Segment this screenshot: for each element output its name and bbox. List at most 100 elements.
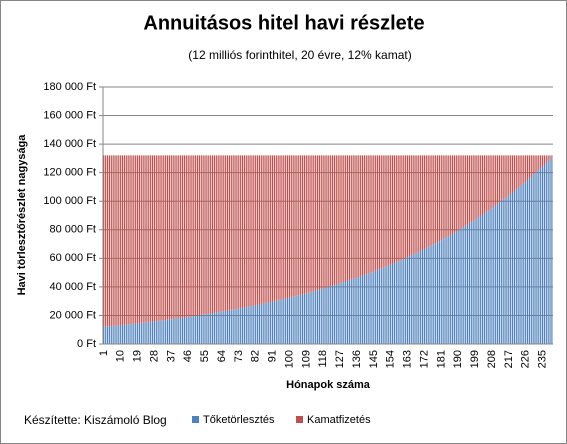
y-tick-label: 180 000 Ft [43,81,96,93]
bar-segment [403,258,405,344]
bar-segment [219,155,221,312]
legend-label: Tőketörlesztés [203,414,275,426]
bar-segment [461,228,463,344]
bar-segment [408,155,410,257]
bar-segment [277,300,279,344]
bar-segment [253,155,255,306]
bar-segment [397,155,399,262]
bar-segment [335,155,337,285]
x-tick-label: 28 [148,350,160,362]
bar-segment [219,311,221,344]
bar-segment [131,323,133,344]
x-axis-title: Hónapok száma [286,379,371,391]
bar-segment [251,155,253,307]
bar-segment [478,155,480,218]
bar-segment [273,155,275,302]
bar-segment [496,155,499,205]
bar-segment [318,155,320,290]
bar-segment [157,320,159,344]
bar-segment [268,302,270,344]
bar-segment [380,268,382,344]
legend-swatch [192,416,199,423]
bar-segment [271,155,274,302]
bar-segment [313,291,315,344]
bar-segment [384,155,386,267]
bar-segment [114,325,116,344]
bar-segment [530,155,532,177]
bar-segment [371,272,373,344]
bar-segment [311,155,313,292]
x-tick-label: 172 [418,350,430,368]
bar-segment [481,155,484,215]
bar-segment [485,155,487,213]
bar-segment [528,178,530,344]
bar-segment [521,184,523,344]
bar-segment [206,155,208,315]
bar-segment [253,305,255,344]
bar-segment [153,155,155,322]
bar-segment [247,155,249,307]
bar-segment [528,155,530,179]
bar-segment [243,155,245,308]
bar-segment [459,229,461,344]
bar-segment [346,155,349,281]
bar-segment [485,212,487,344]
bar-segment [459,155,461,230]
y-tick-label: 60 000 Ft [50,252,96,264]
bar-segment [474,155,476,220]
bar-segment [358,155,360,278]
bar-segment [328,286,330,344]
bar-segment [399,260,401,344]
bar-segment [185,155,187,318]
bar-segment [358,277,360,344]
bar-segment [271,301,274,344]
bar-segment [427,155,429,248]
bar-segment [225,310,227,344]
bar-segment [144,155,146,323]
bar-segment [496,204,499,344]
bar-segment [178,155,180,319]
bar-segment [283,155,285,300]
bar-segment [217,155,219,313]
bar-segment [174,155,176,319]
bar-segment [401,155,403,260]
bar-segment [249,155,251,307]
bar-segment [502,155,504,200]
bar-segment [523,155,525,184]
bar-segment [391,155,394,264]
x-tick-label: 235 [537,350,549,368]
bar-segment [371,155,373,273]
bar-segment [151,155,154,322]
bar-segment [455,231,457,344]
bar-segment [549,155,551,160]
bar-segment [448,235,450,344]
bar-segment [540,168,542,344]
bar-segment [189,155,191,317]
bar-segment [150,321,152,344]
x-tick-label: 10 [115,350,127,362]
bar-segment [303,155,305,294]
bar-segment [513,190,515,344]
bar-segment [120,325,122,344]
bar-segment [483,213,485,344]
bar-segment [305,293,307,344]
bar-segment [116,155,118,326]
bar-segment [480,216,482,344]
bar-segment [202,314,204,344]
bar-segment [290,155,292,298]
bar-segment [172,319,174,344]
bar-segment [369,155,371,273]
bar-segment [468,223,470,344]
bar-segment [470,155,472,223]
bar-segment [547,160,549,344]
x-tick-label: 64 [216,350,228,362]
bar-segment [195,315,197,344]
bar-segment [181,317,184,344]
bar-segment [489,209,491,344]
bar-segment [262,155,264,304]
bar-segment [345,281,347,344]
bar-segment [376,155,379,270]
bar-segment [283,299,285,344]
bar-segment [508,155,510,196]
bar-segment [303,293,305,344]
